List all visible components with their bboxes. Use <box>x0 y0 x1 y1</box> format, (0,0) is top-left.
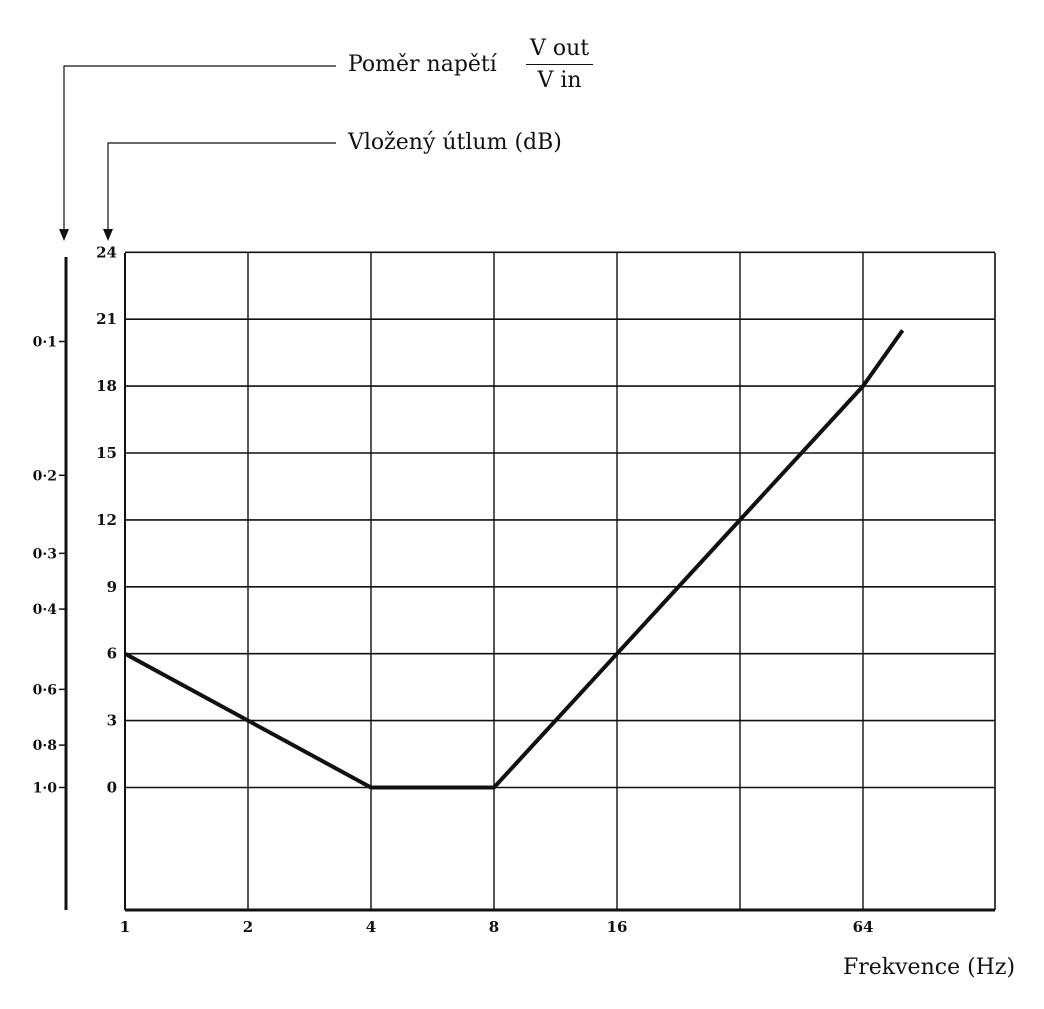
ratio-tick-label: 0·1 <box>33 335 57 351</box>
db-pointer-arrow <box>103 229 113 241</box>
ratio-tick-label: 0·2 <box>33 468 57 484</box>
y-tick-label: 0 <box>107 779 117 797</box>
ratio-tick-label: 0·4 <box>33 602 58 618</box>
ratio-tick-label: 1·0 <box>33 781 58 797</box>
y-tick-label: 15 <box>96 444 117 462</box>
db-pointer-line <box>107 142 336 231</box>
ratio-pointer-line <box>63 65 336 231</box>
y-axis-label: Vložený útlum (dB) <box>348 130 562 155</box>
x-tick-label: 8 <box>489 918 499 936</box>
voltage-ratio-label: Poměr napětí <box>348 52 497 77</box>
x-tick-label: 4 <box>366 918 376 936</box>
ratio-pointer-arrow <box>59 229 69 241</box>
ratio-tick-label: 0·6 <box>33 682 57 698</box>
fraction-denominator: V in <box>537 68 582 93</box>
x-tick-label: 64 <box>853 918 874 936</box>
ratio-tick-label: 0·8 <box>33 738 57 754</box>
fraction-numerator: V out <box>526 36 594 65</box>
x-axis-label: Frekvence (Hz) <box>843 955 1016 980</box>
y-tick-label: 12 <box>96 511 117 529</box>
x-tick-label: 1 <box>120 918 130 936</box>
y-tick-label: 24 <box>96 243 117 261</box>
y-tick-label: 6 <box>107 645 117 663</box>
x-tick-label: 16 <box>607 918 628 936</box>
y-tick-label: 18 <box>96 377 117 395</box>
voltage-ratio-fraction: V out V in <box>526 36 594 93</box>
ratio-tick-label: 0·3 <box>33 546 57 562</box>
y-tick-label: 21 <box>96 310 117 328</box>
x-tick-label: 2 <box>243 918 253 936</box>
y-tick-label: 3 <box>107 712 117 730</box>
y-tick-label: 9 <box>107 578 117 596</box>
response-line <box>124 329 905 790</box>
